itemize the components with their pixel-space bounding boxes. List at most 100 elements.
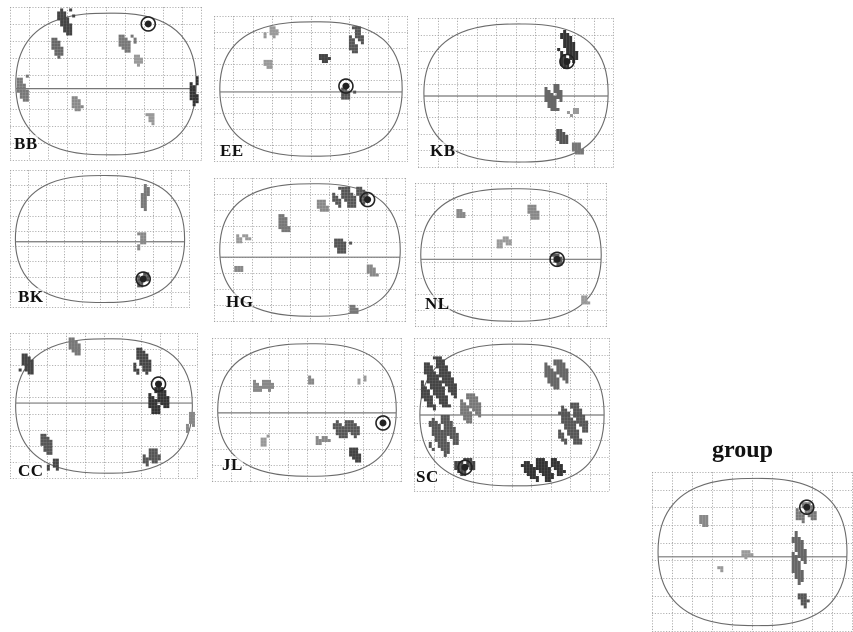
peak-marker-circle bbox=[549, 251, 565, 268]
peak-marker-circle bbox=[135, 271, 151, 287]
brain-panel-bb: BB bbox=[10, 7, 202, 161]
activation-cluster bbox=[40, 433, 53, 455]
brain-plot-bb bbox=[10, 7, 202, 161]
activation-cluster bbox=[556, 129, 569, 144]
activation-cluster bbox=[520, 458, 566, 483]
activation-cluster bbox=[263, 59, 273, 69]
brain-panel-hg: HG bbox=[214, 178, 406, 322]
activation-cluster bbox=[791, 531, 807, 585]
brain-panel-bk: BK bbox=[10, 170, 190, 308]
activation-cluster bbox=[357, 375, 367, 385]
activation-cluster bbox=[334, 238, 353, 254]
panel-label-hg: HG bbox=[226, 292, 254, 311]
panel-label-sc: SC bbox=[416, 467, 439, 486]
brain-panel-ee: EE bbox=[214, 16, 408, 162]
peak-marker-dot bbox=[139, 275, 147, 283]
activation-cluster bbox=[316, 199, 329, 212]
peak-marker-dot bbox=[461, 463, 469, 471]
brain-panel-jl: JL bbox=[212, 338, 402, 482]
activation-cluster bbox=[185, 411, 195, 433]
brain-outline bbox=[219, 21, 403, 157]
group-panel-title: group bbox=[712, 437, 773, 463]
brain-plot-jl bbox=[212, 338, 402, 482]
activation-cluster bbox=[140, 184, 150, 212]
panel-label-cc: CC bbox=[18, 461, 44, 480]
brain-plot-cc bbox=[10, 333, 198, 479]
panel-label-kb: KB bbox=[430, 141, 456, 160]
brain-panel-kb: KB bbox=[418, 18, 614, 168]
activation-cluster bbox=[544, 359, 569, 390]
activation-cluster bbox=[234, 265, 244, 272]
brain-outline bbox=[219, 183, 401, 317]
activation-cluster bbox=[142, 448, 161, 467]
activation-cluster bbox=[71, 96, 84, 112]
peak-marker-circle bbox=[375, 415, 391, 431]
activation-cluster bbox=[137, 232, 147, 251]
activation-cluster bbox=[263, 26, 279, 39]
brain-plot-group bbox=[652, 472, 853, 632]
brain-panel-cc: CC bbox=[10, 333, 198, 479]
peak-marker-dot bbox=[803, 503, 811, 511]
activation-cluster bbox=[278, 214, 291, 233]
brain-outline bbox=[420, 188, 602, 322]
peak-marker-circle bbox=[359, 191, 376, 208]
activation-cluster bbox=[308, 375, 315, 385]
peak-marker-dot bbox=[379, 419, 387, 427]
activation-cluster bbox=[315, 436, 331, 446]
peak-marker-circle bbox=[559, 53, 575, 70]
brain-plot-nl bbox=[415, 183, 607, 327]
activation-cluster bbox=[189, 76, 199, 107]
activation-cluster bbox=[341, 87, 357, 100]
panel-label-ee: EE bbox=[220, 141, 244, 160]
activation-cluster bbox=[558, 402, 589, 445]
activation-cluster bbox=[717, 566, 724, 573]
brain-outline bbox=[657, 477, 848, 627]
brain-plot-kb bbox=[418, 18, 614, 168]
activation-cluster bbox=[420, 356, 457, 411]
peak-marker-circle bbox=[457, 459, 473, 476]
brain-panel-group bbox=[652, 472, 853, 632]
brain-outline bbox=[423, 23, 609, 163]
activation-cluster bbox=[741, 550, 754, 560]
activation-cluster bbox=[148, 387, 170, 415]
brain-plot-sc bbox=[414, 338, 610, 492]
panel-label-bk: BK bbox=[18, 287, 44, 306]
activation-cluster bbox=[460, 393, 482, 424]
activation-cluster bbox=[133, 347, 152, 375]
brain-outline bbox=[15, 12, 197, 156]
activation-cluster bbox=[260, 434, 270, 447]
peak-marker-dot bbox=[144, 20, 152, 28]
activation-cluster bbox=[236, 234, 252, 244]
activation-cluster bbox=[527, 204, 540, 220]
activation-cluster bbox=[133, 54, 143, 67]
peak-marker-circle bbox=[150, 376, 167, 392]
peak-marker-circle bbox=[140, 16, 157, 32]
activation-cluster bbox=[456, 209, 466, 219]
brain-outline bbox=[217, 343, 397, 477]
brain-panel-sc: SC bbox=[414, 338, 610, 492]
activation-cluster bbox=[349, 304, 359, 314]
peak-marker-dot bbox=[155, 380, 163, 388]
activation-cluster bbox=[571, 142, 584, 155]
brain-plot-ee bbox=[214, 16, 408, 162]
activation-cluster bbox=[544, 84, 563, 111]
brain-plot-bk bbox=[10, 170, 190, 308]
activation-cluster bbox=[797, 593, 810, 609]
peak-marker-circle bbox=[338, 78, 354, 94]
activation-cluster bbox=[332, 420, 360, 439]
activation-cluster bbox=[118, 34, 137, 53]
peak-marker-circle bbox=[798, 499, 815, 516]
activation-cluster bbox=[16, 74, 29, 102]
activation-cluster bbox=[366, 264, 379, 277]
brain-panel-nl: NL bbox=[415, 183, 607, 327]
peak-marker-dot bbox=[563, 58, 571, 65]
panel-label-jl: JL bbox=[222, 455, 243, 474]
activation-cluster bbox=[566, 108, 579, 117]
activation-cluster bbox=[68, 337, 81, 356]
activation-cluster bbox=[145, 113, 155, 126]
peak-marker-dot bbox=[342, 82, 350, 90]
activation-cluster bbox=[557, 30, 579, 69]
peak-marker-dot bbox=[364, 196, 372, 204]
activation-cluster bbox=[18, 353, 34, 375]
panel-label-bb: BB bbox=[14, 134, 38, 153]
